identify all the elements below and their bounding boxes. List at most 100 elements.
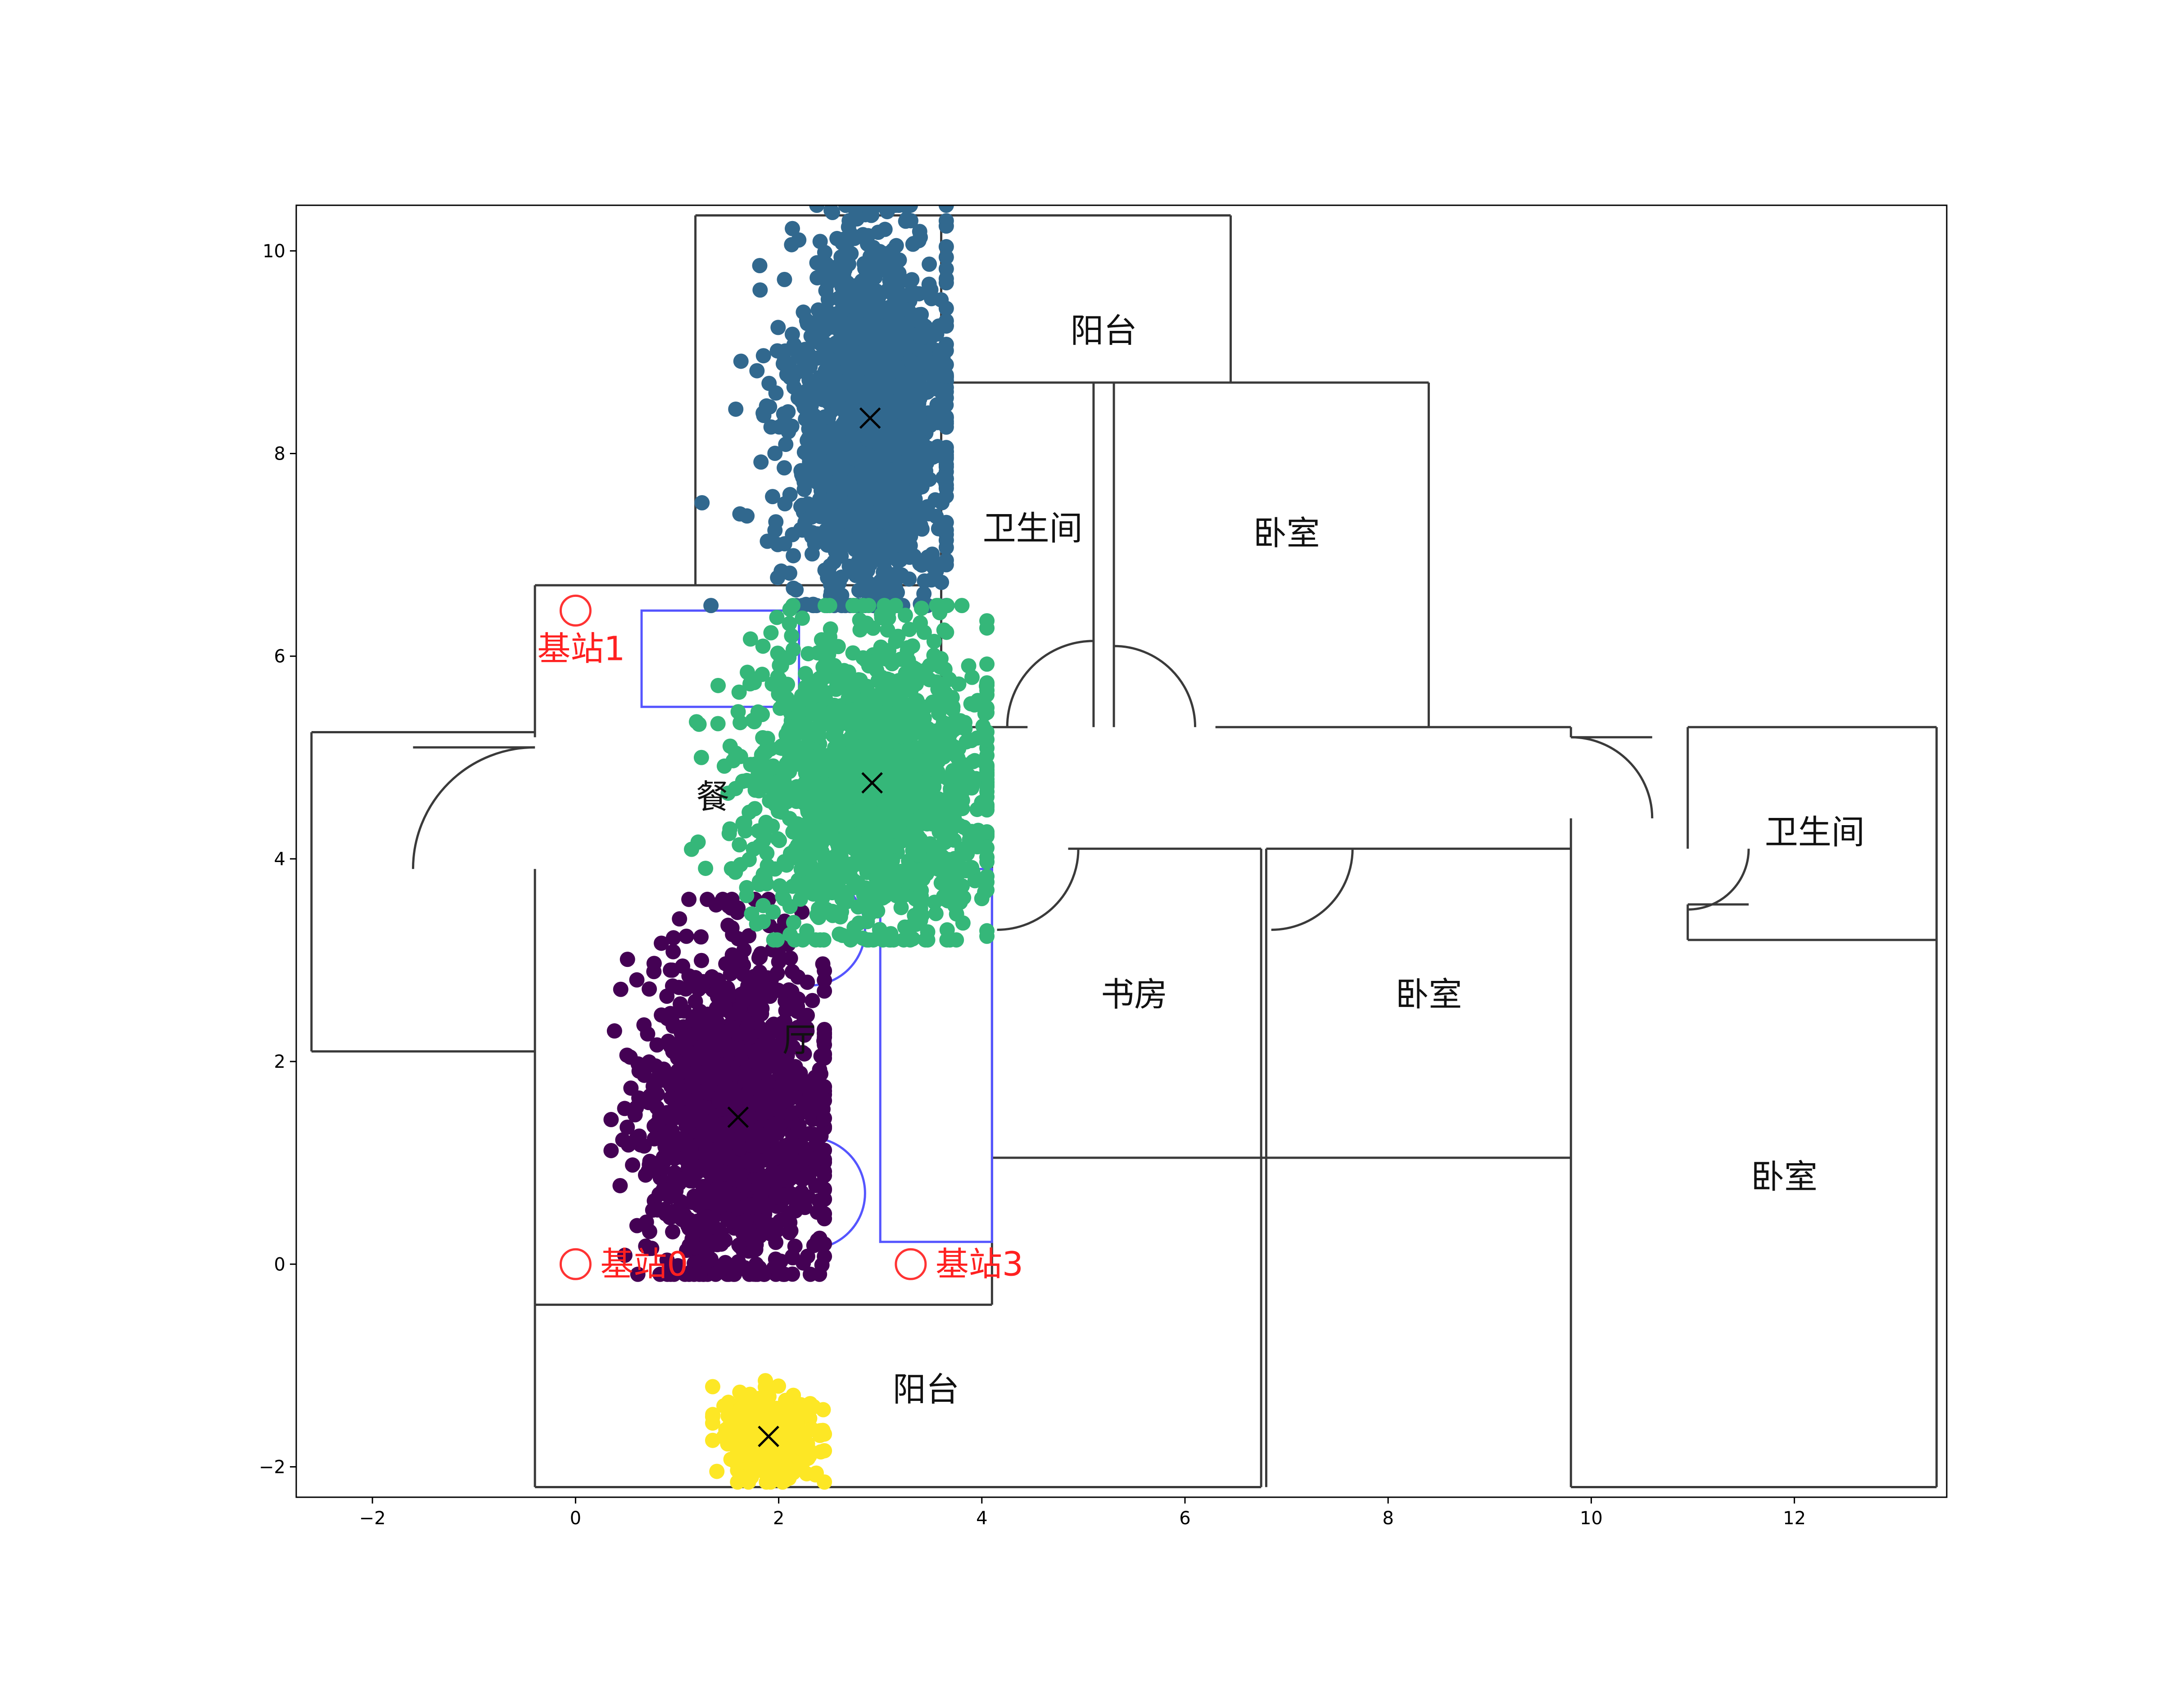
- room-label: 厅: [782, 1021, 816, 1060]
- scatter-point: [673, 1194, 689, 1210]
- scatter-point: [857, 520, 873, 536]
- scatter-point: [775, 1474, 791, 1490]
- scatter-point: [938, 313, 954, 329]
- scatter-point: [758, 1034, 774, 1049]
- scatter-point: [694, 1100, 710, 1115]
- scatter-point: [847, 760, 863, 776]
- scatter-point: [730, 704, 746, 720]
- scatter-point: [887, 598, 903, 614]
- scatter-point: [743, 1446, 759, 1462]
- scatter-point: [796, 1027, 812, 1043]
- scatter-point: [956, 890, 972, 905]
- scatter-point: [913, 230, 928, 245]
- scatter-point: [617, 1247, 633, 1263]
- scatter-point: [769, 1400, 785, 1416]
- scatter-point: [654, 935, 669, 951]
- scatter-point: [839, 824, 855, 840]
- scatter-point: [809, 270, 825, 286]
- scatter-point: [921, 276, 937, 292]
- scatter-point: [879, 256, 895, 271]
- scatter-point: [833, 772, 849, 788]
- scatter-point: [703, 1251, 719, 1267]
- scatter-point: [964, 669, 980, 685]
- scatter-point: [785, 598, 801, 614]
- scatter-point: [755, 914, 771, 930]
- scatter-point: [717, 1075, 733, 1091]
- cluster-2: [684, 598, 995, 948]
- scatter-point: [853, 553, 868, 569]
- scatter-point: [836, 266, 851, 282]
- scatter-point: [979, 656, 995, 672]
- scatter-point: [603, 1143, 619, 1158]
- scatter-point: [784, 628, 800, 644]
- scatter-point: [665, 978, 680, 994]
- scatter-point: [790, 696, 805, 712]
- scatter-point: [818, 256, 834, 272]
- scatter-point: [727, 1266, 742, 1282]
- scatter-point: [864, 696, 879, 712]
- scatter-point: [886, 684, 902, 700]
- scatter-point: [869, 720, 885, 736]
- station-label: 基站0: [600, 1245, 688, 1283]
- scatter-point: [812, 1230, 827, 1246]
- scatter-point: [938, 443, 954, 459]
- scatter-point: [817, 963, 832, 979]
- scatter-point: [755, 638, 771, 654]
- scatter-point: [665, 1224, 681, 1240]
- scatter-point: [901, 339, 917, 355]
- scatter-point: [778, 1187, 794, 1203]
- scatter-point: [804, 529, 820, 545]
- scatter-point: [757, 1451, 773, 1467]
- scatter-point: [932, 343, 948, 358]
- scatter-point: [797, 1151, 813, 1166]
- room-label: 阳台: [1071, 312, 1137, 350]
- scatter-point: [812, 1062, 827, 1078]
- scatter-point: [801, 471, 817, 487]
- scatter-point: [825, 205, 841, 221]
- scatter-point: [665, 930, 681, 946]
- y-tick-label: 8: [274, 443, 285, 464]
- scatter-point: [785, 221, 800, 236]
- door-swing-arc: [411, 746, 535, 869]
- scatter-point: [979, 849, 995, 865]
- x-tick-label: 6: [1179, 1508, 1190, 1529]
- scatter-point: [838, 205, 854, 213]
- scatter-point: [752, 282, 768, 298]
- scatter-point: [637, 1067, 652, 1083]
- scatter-point: [700, 1149, 715, 1165]
- scatter-point: [845, 332, 860, 348]
- x-tick-label: −2: [359, 1508, 386, 1529]
- scatter-point: [979, 700, 995, 716]
- scatter-point: [787, 932, 803, 948]
- scatter-point: [668, 1107, 683, 1123]
- scatter-point: [938, 239, 954, 255]
- scatter-point: [790, 999, 805, 1015]
- scatter-point: [647, 1131, 662, 1147]
- scatter-point: [800, 646, 816, 662]
- station-circle-marker: [559, 594, 592, 627]
- scatter-point: [818, 340, 834, 356]
- scatter-point: [816, 932, 832, 948]
- scatter-point: [765, 489, 781, 505]
- scatter-point: [812, 491, 828, 507]
- scatter-point: [741, 852, 757, 867]
- scatter-point: [817, 1474, 832, 1490]
- scatter-point: [850, 531, 865, 546]
- scatter-point: [728, 401, 744, 417]
- scatter-point: [817, 983, 832, 999]
- scatter-point: [694, 495, 710, 510]
- scatter-point: [879, 731, 895, 746]
- y-tick-label: 6: [274, 646, 285, 667]
- scatter-point: [859, 615, 874, 631]
- scatter-point: [865, 805, 881, 821]
- centroid-marker: [727, 1106, 749, 1128]
- scatter-point: [831, 575, 847, 591]
- scatter-point: [768, 385, 784, 401]
- scatter-point: [888, 238, 904, 253]
- scatter-point: [817, 1249, 832, 1264]
- scatter-point: [786, 548, 801, 564]
- scatter-point: [763, 625, 779, 641]
- scatter-point: [952, 713, 968, 729]
- x-tick-label: 4: [976, 1508, 987, 1529]
